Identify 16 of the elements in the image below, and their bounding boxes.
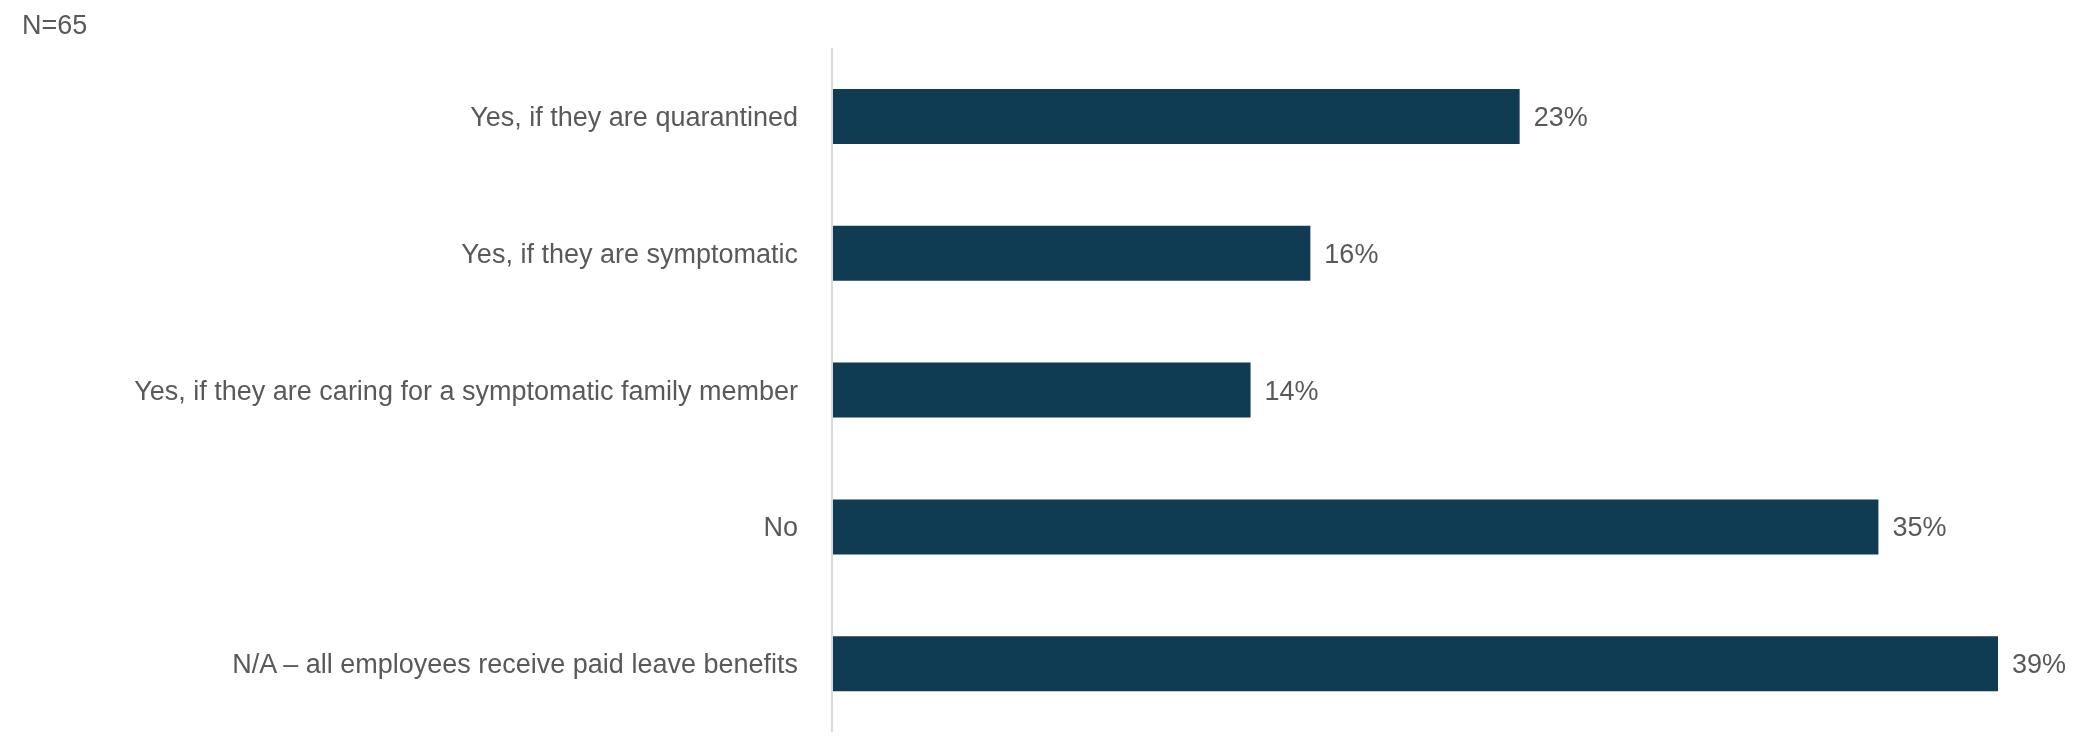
data-label: 16% [1324, 238, 1379, 269]
text: N=65 [22, 10, 88, 41]
bar [832, 89, 1520, 144]
bar [832, 636, 1998, 692]
data-label: 14% [1264, 375, 1319, 406]
bar [832, 225, 1311, 281]
data-label: 39% [2012, 649, 2067, 680]
bar [832, 362, 1251, 418]
y-tick-label: Yes, if they are caring for a symptomatic family member [134, 375, 798, 406]
y-tick-label: Yes, if they are quarantined [470, 101, 798, 132]
y-tick-label: No [763, 512, 798, 543]
data-label: 23% [1533, 102, 1588, 133]
y-tick-label: Yes, if they are symptomatic [461, 238, 798, 269]
data-label: 35% [1892, 512, 1947, 543]
bar [832, 499, 1879, 555]
y-tick-label: N/A – all employees receive paid leave benefits [232, 649, 798, 680]
